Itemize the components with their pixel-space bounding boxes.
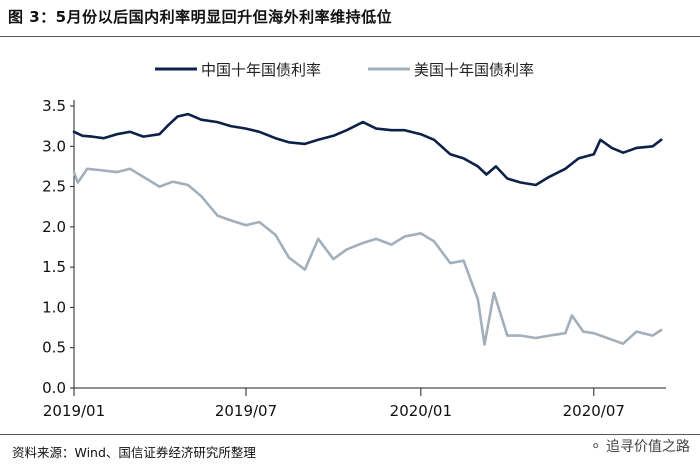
x-tick-label: 2020/01 <box>390 402 452 420</box>
legend-label-1: 中国十年国债利率 <box>201 61 321 79</box>
y-tick-label: 0.5 <box>42 339 66 357</box>
y-tick-label: 0.0 <box>42 379 66 397</box>
y-tick-label: 2.5 <box>42 178 66 196</box>
source-rule <box>0 434 700 435</box>
title-rule <box>0 36 700 37</box>
figure-title: 图 3：5月份以后国内利率明显回升但海外利率维持低位 <box>8 8 393 26</box>
series-group <box>72 112 663 346</box>
watermark: ⚬ 追寻价值之路 <box>589 436 690 456</box>
line-chart: 中国十年国债利率 美国十年国债利率 0.0 0.5 1.0 1.5 2.0 2.5 3.0 3.… <box>42 61 666 420</box>
x-tick-label: 2019/01 <box>43 402 105 420</box>
y-tick-label: 3.5 <box>42 97 66 115</box>
x-tick-label: 2020/07 <box>563 402 625 420</box>
source-note: 资料来源：Wind、国信证券经济研究所整理 <box>12 445 256 460</box>
legend: 中国十年国债利率 美国十年国债利率 <box>155 61 534 79</box>
x-tick-label: 2019/07 <box>215 402 277 420</box>
watermark-text: 追寻价值之路 <box>606 439 690 455</box>
wechat-icon: ⚬ <box>589 437 602 455</box>
y-tick-label: 2.0 <box>42 218 66 236</box>
y-tick-label: 1.5 <box>42 258 66 276</box>
legend-label-2: 美国十年国债利率 <box>414 61 534 79</box>
y-tick-label: 1.0 <box>42 298 66 316</box>
series-line-2 <box>72 167 663 346</box>
y-tick-label: 3.0 <box>42 137 66 155</box>
axes: 0.0 0.5 1.0 1.5 2.0 2.5 3.0 3.5 2019/01 2019/07 20… <box>42 97 666 420</box>
series-line-1 <box>72 112 663 187</box>
